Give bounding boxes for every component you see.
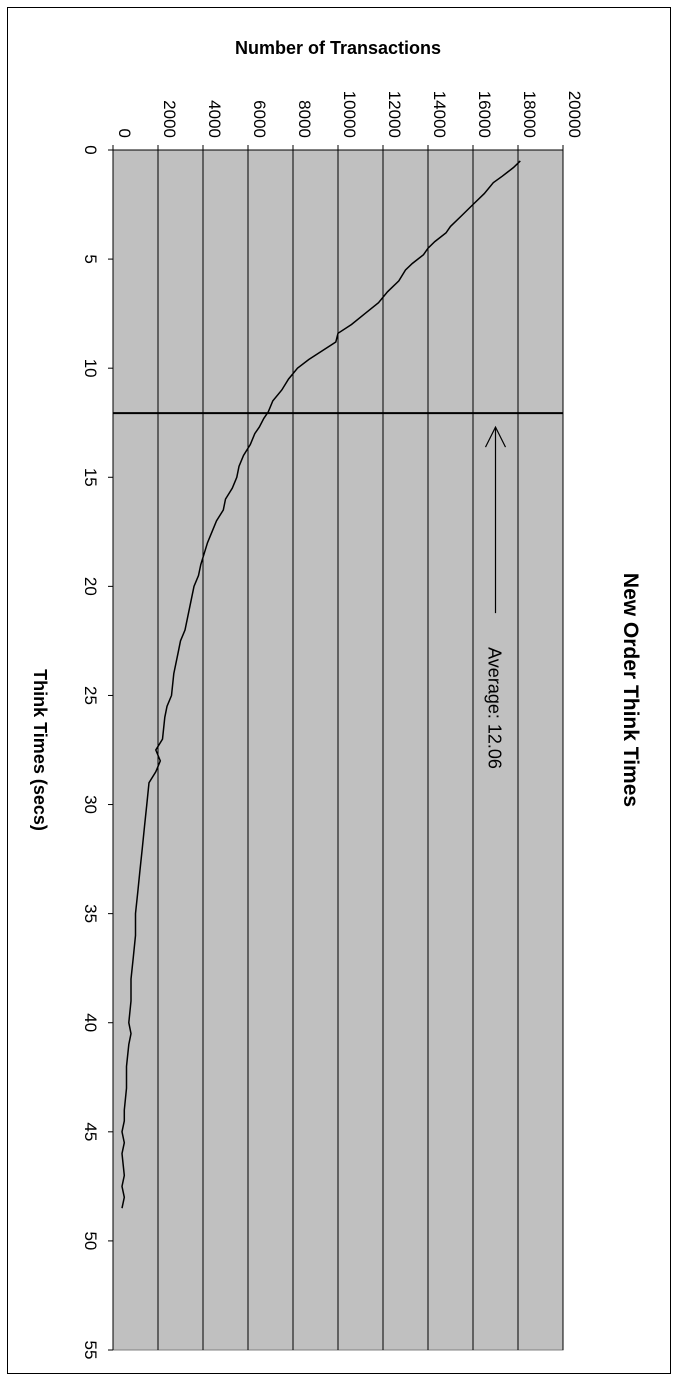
x-tick-label: 5 (81, 254, 100, 263)
y-tick-label: 20000 (565, 91, 584, 138)
y-tick-label: 10000 (340, 91, 359, 138)
series-layer (121, 160, 521, 1209)
x-tick-label: 0 (81, 145, 100, 154)
transactions-axis-title: Number of Transactions (235, 38, 441, 58)
tick-labels: 0 2000 4000 6000 8000 10000 12000 14000 16000 180… (81, 91, 584, 1360)
x-tick-label: 50 (81, 1231, 100, 1250)
annotation-layer: Average: 12.06 (113, 412, 563, 769)
think-times-axis-title: Think Times (secs) (30, 669, 50, 831)
y-tick-label: 14000 (430, 91, 449, 138)
average-arrow-head (484, 425, 507, 448)
think-time-series-line (121, 160, 521, 1209)
y-tick-label: 6000 (250, 100, 269, 138)
x-tick-label: 40 (81, 1013, 100, 1032)
x-tick-label: 20 (81, 577, 100, 596)
y-tick-label: 8000 (295, 100, 314, 138)
y-tick-label: 4000 (205, 100, 224, 138)
x-tick-label: 45 (81, 1122, 100, 1141)
x-tick-label: 25 (81, 686, 100, 705)
x-tick-label: 10 (81, 359, 100, 378)
y-tick-label: 16000 (475, 91, 494, 138)
x-tick-label: 30 (81, 795, 100, 814)
x-tick-label: 15 (81, 468, 100, 487)
x-tick-label: 55 (81, 1341, 100, 1360)
x-tick-label: 35 (81, 904, 100, 923)
y-tick-label: 0 (115, 129, 134, 138)
y-tick-label: 12000 (385, 91, 404, 138)
y-tick-label: 2000 (160, 100, 179, 138)
gridlines (157, 150, 564, 1350)
average-label: Average: 12.06 (485, 647, 505, 769)
y-tick-label: 18000 (520, 91, 539, 138)
chart-title: New Order Think Times (619, 573, 642, 807)
chart-frame (7, 7, 671, 1374)
axes (108, 145, 564, 1351)
